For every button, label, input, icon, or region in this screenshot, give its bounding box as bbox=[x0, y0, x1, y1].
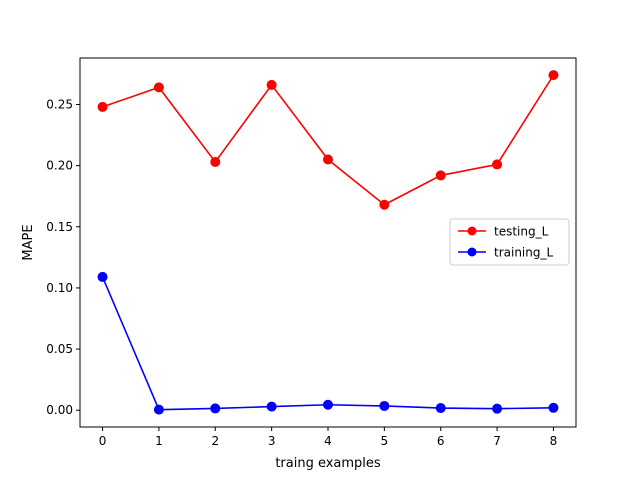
y-tick-label: 0.00 bbox=[46, 403, 73, 417]
y-tick-label: 0.15 bbox=[46, 220, 73, 234]
data-point bbox=[548, 70, 559, 81]
y-tick-label: 0.10 bbox=[46, 281, 73, 295]
series-layer bbox=[97, 70, 559, 415]
legend-marker bbox=[467, 226, 477, 236]
data-point bbox=[266, 79, 277, 90]
data-point bbox=[379, 400, 390, 411]
x-tick-label: 0 bbox=[99, 434, 107, 448]
data-point bbox=[435, 170, 446, 181]
data-point bbox=[548, 402, 559, 413]
x-tick-label: 4 bbox=[324, 434, 332, 448]
x-axis-ticks: 0 1 2 3 4 5 6 7 8 bbox=[99, 427, 558, 448]
legend: testing_L training_L bbox=[449, 218, 570, 266]
x-tick-label: 2 bbox=[211, 434, 219, 448]
data-point bbox=[435, 403, 446, 414]
legend-label: testing_L bbox=[494, 225, 549, 239]
x-tick-label: 1 bbox=[155, 434, 163, 448]
y-tick-label: 0.20 bbox=[46, 159, 73, 173]
data-point bbox=[492, 403, 503, 414]
legend-entry: testing_L bbox=[458, 225, 549, 239]
data-point bbox=[492, 159, 503, 170]
y-tick-label: 0.05 bbox=[46, 342, 73, 356]
data-point bbox=[153, 404, 164, 415]
x-tick-label: 7 bbox=[493, 434, 501, 448]
data-point bbox=[379, 199, 390, 210]
data-point bbox=[266, 401, 277, 412]
data-point bbox=[323, 154, 333, 165]
y-axis-ticks: 0.00 0.05 0.10 0.15 0.20 0.25 bbox=[46, 97, 80, 417]
x-axis-label: traing examples bbox=[275, 456, 381, 471]
plot-frame bbox=[79, 57, 577, 428]
x-tick-label: 3 bbox=[268, 434, 276, 448]
x-tick-label: 8 bbox=[550, 434, 558, 448]
series-training_L bbox=[97, 271, 559, 415]
data-point bbox=[210, 403, 221, 414]
legend-marker bbox=[467, 247, 477, 257]
data-point bbox=[97, 271, 108, 282]
series-testing_L bbox=[97, 70, 559, 210]
x-tick-label: 6 bbox=[437, 434, 445, 448]
data-point bbox=[97, 101, 108, 112]
legend-entry: training_L bbox=[458, 246, 553, 260]
y-axis-label: MAPE bbox=[21, 224, 36, 260]
data-point bbox=[210, 156, 221, 167]
data-point bbox=[153, 82, 164, 93]
y-tick-label: 0.25 bbox=[46, 97, 73, 111]
data-point bbox=[323, 399, 333, 410]
legend-label: training_L bbox=[494, 246, 553, 260]
x-tick-label: 5 bbox=[381, 434, 389, 448]
